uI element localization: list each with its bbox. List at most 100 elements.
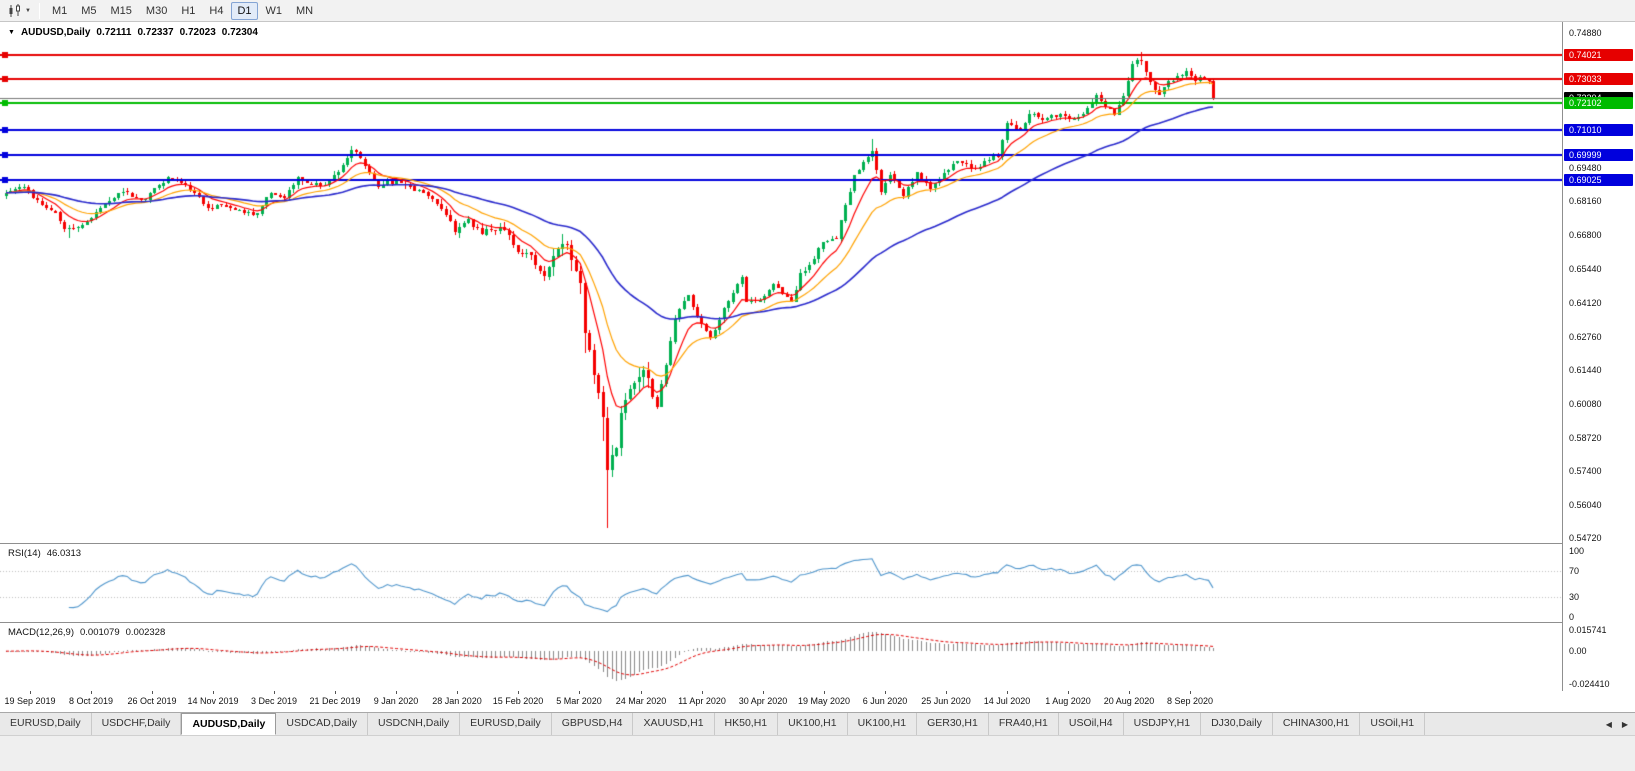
rsi-axis: 100 70 30 0 bbox=[1562, 543, 1635, 622]
price-tick-label: 0.69480 bbox=[1569, 163, 1602, 173]
chart-tab-usoil-h4[interactable]: USOil,H4 bbox=[1059, 713, 1124, 735]
macd-axis: 0.015741 0.00 -0.024410 bbox=[1562, 622, 1635, 691]
timeframe-toolbar: ▼ M1 M5 M15 M30 H1 H4 D1 W1 MN bbox=[0, 0, 1635, 22]
rsi-value: 46.0313 bbox=[46, 548, 82, 559]
chart-tab-ger30-h1[interactable]: GER30,H1 bbox=[917, 713, 989, 735]
price-tick-label: 0.68160 bbox=[1569, 196, 1602, 206]
price-tick-label: 0.64120 bbox=[1569, 298, 1602, 308]
tabs-scroll-left-icon[interactable]: ◀ bbox=[1605, 719, 1612, 729]
chart-type-tool[interactable]: ▼ bbox=[4, 1, 34, 21]
chart-tab-gbpusd-h4[interactable]: GBPUSD,H4 bbox=[552, 713, 634, 735]
macd-panel-canvas[interactable] bbox=[0, 622, 1562, 691]
chart-tab-china300-h1[interactable]: CHINA300,H1 bbox=[1273, 713, 1361, 735]
rsi-axis-label: 70 bbox=[1569, 566, 1580, 576]
ohlc-open: 0.72111 bbox=[96, 27, 132, 38]
timeframe-button-m1[interactable]: M1 bbox=[51, 4, 68, 17]
chart-tab-usdchf-daily[interactable]: USDCHF,Daily bbox=[92, 713, 182, 735]
price-tick-label: 0.74880 bbox=[1569, 28, 1602, 38]
ohlc-low: 0.72023 bbox=[179, 27, 216, 38]
chart-tab-hk50-h1[interactable]: HK50,H1 bbox=[715, 713, 779, 735]
time-axis-label: 15 Feb 2020 bbox=[492, 696, 544, 706]
macd-signal-value: 0.002328 bbox=[125, 627, 166, 638]
tabs-scroll-right-icon[interactable]: ▶ bbox=[1621, 719, 1628, 729]
timeframe-button-w1[interactable]: W1 bbox=[265, 4, 283, 17]
time-axis-label: 1 Aug 2020 bbox=[1045, 696, 1091, 706]
rsi-panel-canvas[interactable] bbox=[0, 543, 1562, 622]
chart-title: ▼ AUDUSD,Daily 0.72111 0.72337 0.72023 0… bbox=[8, 27, 258, 38]
chart-menu-icon[interactable]: ▼ bbox=[8, 29, 15, 36]
time-axis-label: 26 Oct 2019 bbox=[127, 696, 177, 706]
chart-tab-fra40-h1[interactable]: FRA40,H1 bbox=[989, 713, 1059, 735]
ohlc-high: 0.72337 bbox=[137, 27, 174, 38]
chart-tab-uk100-h1[interactable]: UK100,H1 bbox=[848, 713, 918, 735]
price-line-badge-support: 0.69025 bbox=[1564, 174, 1633, 186]
timeframe-button-mn[interactable]: MN bbox=[296, 4, 314, 17]
time-axis-tick bbox=[641, 691, 642, 694]
time-axis-tick bbox=[1129, 691, 1130, 694]
time-axis-label: 19 May 2020 bbox=[797, 696, 851, 706]
rsi-label: RSI(14) 46.0313 bbox=[8, 548, 81, 559]
time-axis-tick bbox=[1190, 691, 1191, 694]
price-line-badge-support: 0.72102 bbox=[1564, 97, 1633, 109]
time-axis-tick bbox=[518, 691, 519, 694]
macd-value: 0.001079 bbox=[80, 627, 120, 638]
chart-tab-uk100-h1[interactable]: UK100,H1 bbox=[778, 713, 848, 735]
chart-tab-usdjpy-h1[interactable]: USDJPY,H1 bbox=[1124, 713, 1202, 735]
chart-tab-dj30-daily[interactable]: DJ30,Daily bbox=[1201, 713, 1273, 735]
candlestick-chart-icon bbox=[9, 3, 20, 17]
timeframe-button-m30[interactable]: M30 bbox=[145, 4, 168, 17]
timeframe-buttons: M1 M5 M15 M30 H1 H4 D1 W1 MN bbox=[45, 0, 320, 22]
main-chart-canvas[interactable] bbox=[0, 22, 1562, 543]
chart-tab-xauusd-h1[interactable]: XAUUSD,H1 bbox=[633, 713, 715, 735]
chart-tab-usdcad-daily[interactable]: USDCAD,Daily bbox=[276, 713, 368, 735]
time-axis-label: 8 Sep 2020 bbox=[1166, 696, 1214, 706]
timeframe-button-h1[interactable]: H1 bbox=[181, 4, 196, 17]
price-tick-label: 0.56040 bbox=[1569, 500, 1602, 510]
time-axis[interactable]: 19 Sep 2019 8 Oct 2019 26 Oct 2019 14 Nov 2… bbox=[0, 691, 1635, 712]
price-line-badge-support: 0.71010 bbox=[1564, 124, 1633, 136]
chart-tab-eurusd-daily[interactable]: EURUSD,Daily bbox=[0, 713, 92, 735]
time-axis-label: 28 Jan 2020 bbox=[432, 696, 482, 706]
time-axis-tick bbox=[1007, 691, 1008, 694]
timeframe-button-h4[interactable]: H4 bbox=[209, 4, 224, 17]
time-axis-tick bbox=[91, 691, 92, 694]
time-axis-tick bbox=[763, 691, 764, 694]
time-axis-tick bbox=[885, 691, 886, 694]
panel-separator-rsi[interactable] bbox=[0, 543, 1635, 544]
price-tick-label: 0.57400 bbox=[1569, 466, 1602, 476]
chart-tabs: EURUSD,Daily USDCHF,Daily AUDUSD,Daily USDC… bbox=[0, 713, 1599, 735]
time-axis-label: 6 Jun 2020 bbox=[862, 696, 908, 706]
time-axis-label: 14 Nov 2019 bbox=[187, 696, 239, 706]
time-axis-label: 19 Sep 2019 bbox=[4, 696, 56, 706]
timeframe-button-d1[interactable]: D1 bbox=[231, 1, 258, 20]
price-line-badge-resistance: 0.73033 bbox=[1564, 73, 1633, 85]
time-axis-label: 30 Apr 2020 bbox=[738, 696, 788, 706]
toolbar-separator bbox=[38, 2, 40, 19]
price-tick-label: 0.62760 bbox=[1569, 332, 1602, 342]
chart-tab-usoil-h1[interactable]: USOil,H1 bbox=[1360, 713, 1426, 735]
time-axis-tick bbox=[946, 691, 947, 694]
price-tick-label: 0.66800 bbox=[1569, 230, 1602, 240]
chart-tab-audusd-daily[interactable]: AUDUSD,Daily bbox=[181, 713, 277, 735]
panel-separator-macd[interactable] bbox=[0, 622, 1635, 623]
chart-tab-eurusd-daily[interactable]: EURUSD,Daily bbox=[460, 713, 552, 735]
time-axis-label: 25 Jun 2020 bbox=[921, 696, 971, 706]
time-axis-label: 5 Mar 2020 bbox=[556, 696, 602, 706]
chart-type-dropdown-icon[interactable]: ▼ bbox=[25, 7, 31, 14]
timeframe-button-m15[interactable]: M15 bbox=[110, 4, 132, 17]
chart-tabs-bar: EURUSD,Daily USDCHF,Daily AUDUSD,Daily USDC… bbox=[0, 712, 1635, 735]
macd-axis-label: -0.024410 bbox=[1569, 679, 1610, 689]
price-tick-label: 0.60080 bbox=[1569, 399, 1602, 409]
time-axis-tick bbox=[1068, 691, 1069, 694]
time-axis-label: 3 Dec 2019 bbox=[250, 696, 298, 706]
chart-tab-usdcnh-daily[interactable]: USDCNH,Daily bbox=[368, 713, 461, 735]
rsi-axis-label: 100 bbox=[1569, 546, 1585, 556]
time-axis-label: 24 Mar 2020 bbox=[615, 696, 667, 706]
macd-label: MACD(12,26,9) 0.001079 0.002328 bbox=[8, 627, 165, 638]
tab-scroll-controls: ◀ ▶ bbox=[1599, 713, 1635, 735]
status-bar bbox=[0, 735, 1635, 771]
time-axis-label: 14 Jul 2020 bbox=[983, 696, 1031, 706]
price-tick-label: 0.54720 bbox=[1569, 533, 1602, 543]
time-axis-label: 9 Jan 2020 bbox=[373, 696, 419, 706]
timeframe-button-m5[interactable]: M5 bbox=[81, 4, 97, 17]
